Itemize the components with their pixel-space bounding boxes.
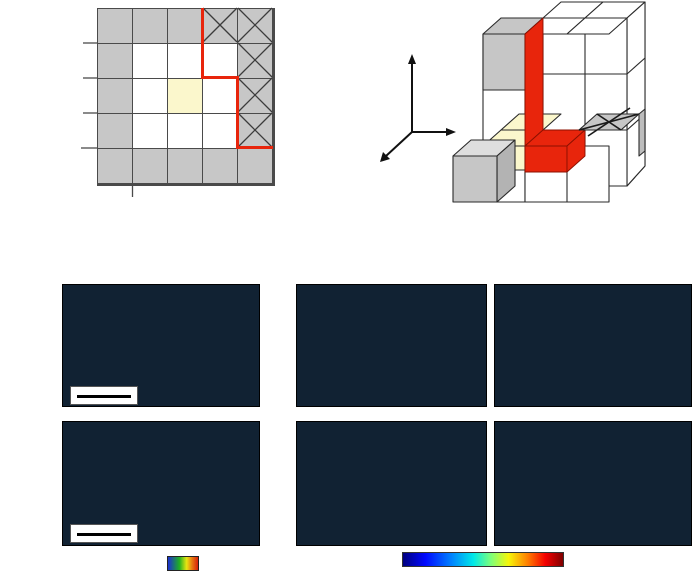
kam-colorbar xyxy=(167,556,199,571)
coordinate-axes xyxy=(380,54,456,162)
grid-cell-excluded xyxy=(203,9,237,43)
axis-ticks xyxy=(81,42,134,197)
excluded-cross-icon xyxy=(202,7,273,148)
gnd-map-tensor-1st xyxy=(494,284,692,407)
grid-cell xyxy=(203,149,237,183)
grid-cell xyxy=(98,149,132,183)
scalebar-line xyxy=(77,394,131,398)
grid-cell xyxy=(133,9,167,43)
grid-cell xyxy=(133,114,167,148)
kam-kernel-grid xyxy=(97,8,275,186)
grid-cell xyxy=(238,149,272,183)
grid-cell-center-g0 xyxy=(168,79,202,113)
gnd-map-kam-2nd xyxy=(296,421,487,546)
grid-cell xyxy=(133,44,167,78)
z-axis-arrow-icon xyxy=(408,54,416,64)
grid-cell xyxy=(168,9,202,43)
grid-cell xyxy=(168,149,202,183)
grid-cell xyxy=(168,114,202,148)
grid-cell xyxy=(98,44,132,78)
grid-cell xyxy=(203,44,237,78)
gnd-colorbar xyxy=(402,552,564,567)
grid-cell-excluded xyxy=(238,79,272,113)
voxel-0-6 xyxy=(452,139,516,203)
grid-cell-excluded xyxy=(238,44,272,78)
grid-cell xyxy=(203,114,237,148)
grid-cell xyxy=(168,44,202,78)
grid-cell xyxy=(133,149,167,183)
scalebar xyxy=(70,386,138,405)
scalebar xyxy=(70,524,138,543)
grid-cell-excluded xyxy=(238,114,272,148)
voxel-kernel-diagram xyxy=(380,1,646,203)
gnd-map-kam-1st xyxy=(296,284,487,407)
x-axis-arrow-icon xyxy=(380,152,390,162)
grain-boundary-surface xyxy=(524,17,586,173)
grid-cell xyxy=(203,79,237,113)
cube-right-side xyxy=(626,1,646,187)
voxel-2-8-excluded xyxy=(578,107,646,157)
grid-cell xyxy=(98,79,132,113)
grid-overlay xyxy=(81,7,273,197)
grid-cell xyxy=(133,79,167,113)
grain-boundary-line xyxy=(201,8,273,149)
grid-cell xyxy=(98,114,132,148)
gnd-map-tensor-2nd xyxy=(494,421,692,546)
scalebar-line xyxy=(77,532,131,536)
grid-cell-excluded xyxy=(238,9,272,43)
grid-cell xyxy=(98,9,132,43)
y-axis-arrow-icon xyxy=(446,128,456,136)
